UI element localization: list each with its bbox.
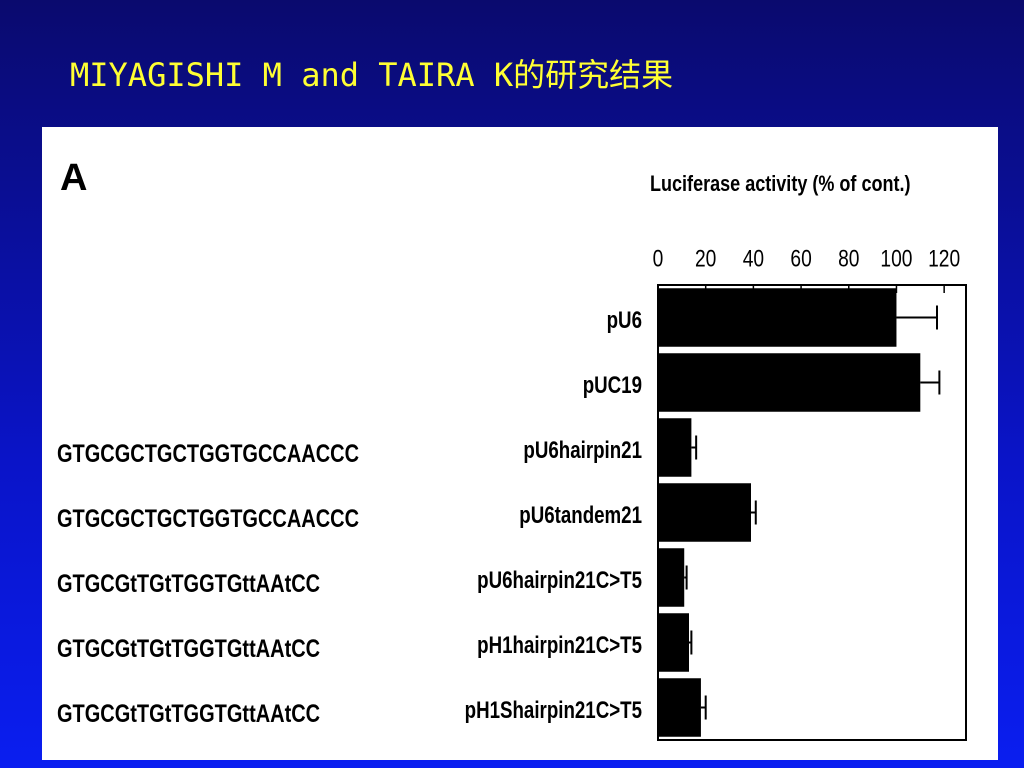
bar bbox=[658, 353, 921, 412]
bar bbox=[658, 288, 897, 347]
x-tick-label: 100 bbox=[880, 244, 912, 272]
y-tick-label: pU6hairpin21 bbox=[523, 437, 642, 464]
sequence: GTGCGCTGCTGGTGCCAACCC bbox=[57, 505, 359, 533]
y-tick-label: pU6tandem21 bbox=[519, 502, 642, 529]
axis-title: Luciferase activity (% of cont.) bbox=[650, 172, 911, 196]
y-tick-label: pH1Shairpin21C>T5 bbox=[465, 697, 642, 724]
bar bbox=[658, 613, 689, 672]
y-tick-label: pU6hairpin21C>T5 bbox=[477, 567, 642, 594]
bar bbox=[658, 548, 685, 607]
sequence: GTGCGtTGtTGGTGttAAtCC bbox=[57, 635, 320, 663]
y-tick-label: pH1hairpin21C>T5 bbox=[477, 632, 642, 659]
x-tick-label: 60 bbox=[790, 244, 811, 272]
bar bbox=[658, 678, 701, 737]
bar bbox=[658, 418, 692, 477]
slide-title: MIYAGISHI M and TAIRA K的研究结果 bbox=[70, 56, 674, 94]
bar bbox=[658, 483, 751, 542]
x-tick-label: 20 bbox=[695, 244, 716, 272]
x-tick-label: 80 bbox=[838, 244, 859, 272]
x-tick-label: 40 bbox=[743, 244, 764, 272]
y-tick-label: pUC19 bbox=[583, 372, 642, 399]
sequence: GTGCGtTGtTGGTGttAAtCC bbox=[57, 700, 320, 728]
y-tick-label: pU6 bbox=[607, 307, 642, 334]
x-tick-label: 0 bbox=[653, 244, 664, 272]
panel bbox=[42, 127, 998, 760]
sequence: GTGCGCTGCTGGTGCCAACCC bbox=[57, 440, 359, 468]
panel-label: A bbox=[60, 157, 87, 199]
x-tick-label: 120 bbox=[928, 244, 960, 272]
sequence: GTGCGtTGtTGGTGttAAtCC bbox=[57, 570, 320, 598]
